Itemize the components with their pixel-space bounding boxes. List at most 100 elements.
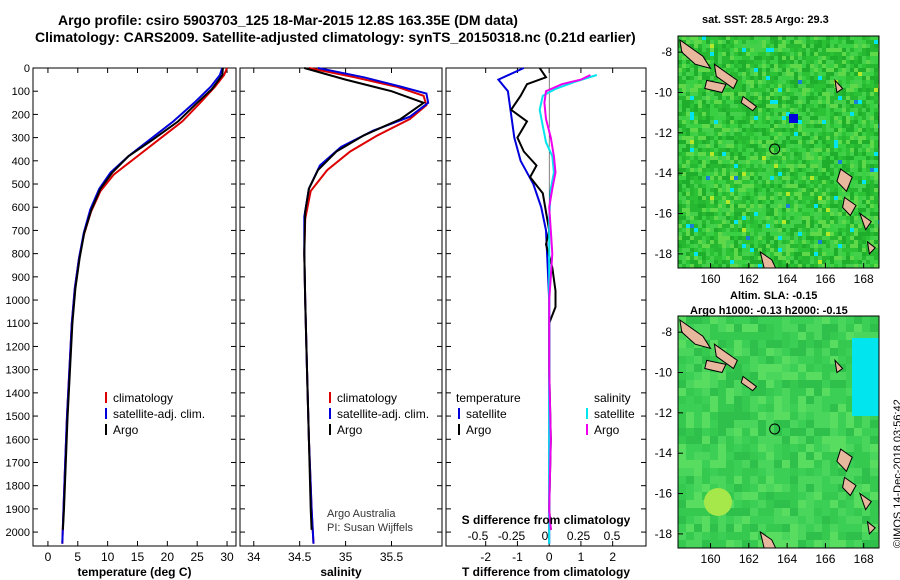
island [834, 78, 844, 94]
map-cell [774, 420, 782, 428]
map-cell [698, 200, 702, 204]
map-cell [722, 152, 726, 156]
sla-map-title-line1: Altim. SLA: -0.15 [730, 290, 818, 302]
map-cell [850, 152, 854, 156]
map-cell [742, 148, 746, 152]
map-cell [786, 144, 790, 148]
map-cell [778, 44, 782, 48]
map-cell [762, 48, 766, 52]
map-cell [818, 140, 822, 144]
map-cell [854, 140, 858, 144]
map-cell [754, 164, 758, 168]
map-cell [710, 204, 714, 208]
map-cell [854, 256, 858, 260]
map-cell [686, 120, 690, 124]
map-cell [746, 212, 750, 216]
map-cell [726, 420, 734, 428]
map-cell [854, 428, 862, 436]
map-cell [694, 108, 698, 112]
map-cell [738, 128, 742, 132]
map-cell [814, 264, 818, 268]
map-cell [822, 52, 826, 56]
map-cell [746, 48, 750, 52]
map-y-tick-label: -8 [661, 45, 672, 59]
map-cell [774, 76, 778, 80]
map-cell [698, 172, 702, 176]
map-cell [794, 56, 798, 60]
map-cell [750, 260, 754, 264]
map-cell [818, 152, 822, 156]
map-cell [698, 124, 702, 128]
map-cell [846, 228, 850, 232]
map-cell [822, 96, 826, 100]
map-cell [714, 96, 718, 100]
map-cell [686, 88, 690, 92]
map-cell [810, 80, 814, 84]
map-cell [786, 168, 790, 172]
map-cell [718, 204, 722, 208]
map-cell [854, 540, 862, 548]
map-cell [778, 200, 782, 204]
map-cell [746, 76, 750, 80]
map-cell [694, 244, 698, 248]
map-cell [862, 260, 866, 264]
map-cell [678, 52, 682, 56]
map-cell [850, 36, 854, 40]
map-cell [734, 184, 738, 188]
map-cell [870, 172, 874, 176]
map-cell [838, 208, 842, 212]
map-cell [706, 108, 710, 112]
map-cell [810, 52, 814, 56]
map-cell [874, 36, 878, 40]
map-cell [846, 500, 854, 508]
map-cell [758, 372, 766, 380]
map-cell [738, 72, 742, 76]
map-cell [806, 476, 814, 484]
map-cell [810, 192, 814, 196]
map-cell [846, 136, 850, 140]
map-cell [822, 524, 830, 532]
map-cell [706, 264, 710, 268]
map-cell [814, 68, 818, 72]
map-cell [838, 152, 842, 156]
map-cell [714, 180, 718, 184]
map-cell [766, 396, 774, 404]
map-cell [782, 452, 790, 460]
map-cell [698, 112, 702, 116]
map-cell [826, 128, 830, 132]
map-cell [742, 500, 750, 508]
map-cell [694, 412, 702, 420]
map-cell [806, 324, 814, 332]
x-tick-label: -1 [512, 550, 523, 564]
map-cell [838, 252, 842, 256]
map-cell [754, 188, 758, 192]
map-x-tick-label: 164 [777, 552, 797, 566]
map-cell [702, 92, 706, 96]
map-cell [778, 68, 782, 72]
map-cell [870, 40, 874, 44]
map-cell [774, 108, 778, 112]
map-cell [694, 188, 698, 192]
map-cell [826, 44, 830, 48]
map-cell [794, 256, 798, 260]
map-cell [758, 508, 766, 516]
map-cell [790, 140, 794, 144]
map-cell [758, 316, 766, 324]
map-cell [862, 136, 866, 140]
map-cell [834, 72, 838, 76]
map-cell [806, 96, 810, 100]
map-cell [694, 48, 698, 52]
map-cell [802, 144, 806, 148]
map-cell [786, 84, 790, 88]
map-cell [794, 208, 798, 212]
map-cell [838, 36, 842, 40]
map-cell [822, 248, 826, 252]
map-cell [714, 116, 718, 120]
map-cell [746, 168, 750, 172]
map-cell [730, 220, 734, 224]
map-cell [782, 140, 786, 144]
map-cell [726, 224, 730, 228]
map-cell [806, 228, 810, 232]
map-cell [766, 160, 770, 164]
depth-tick-label: 1800 [6, 481, 30, 493]
